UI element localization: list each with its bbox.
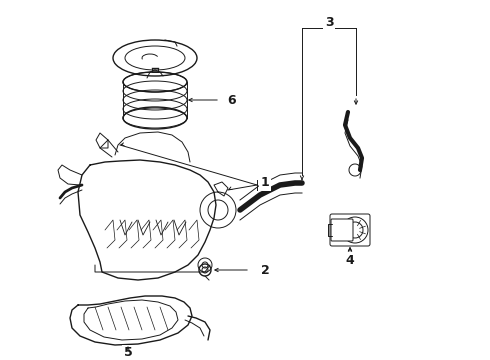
Text: 6: 6 (228, 94, 236, 107)
Text: 5: 5 (123, 346, 132, 360)
FancyBboxPatch shape (331, 219, 353, 241)
Text: 3: 3 (325, 15, 333, 28)
Text: 1: 1 (261, 176, 270, 189)
Text: 2: 2 (261, 264, 270, 276)
Text: 4: 4 (345, 253, 354, 266)
FancyBboxPatch shape (330, 214, 370, 246)
